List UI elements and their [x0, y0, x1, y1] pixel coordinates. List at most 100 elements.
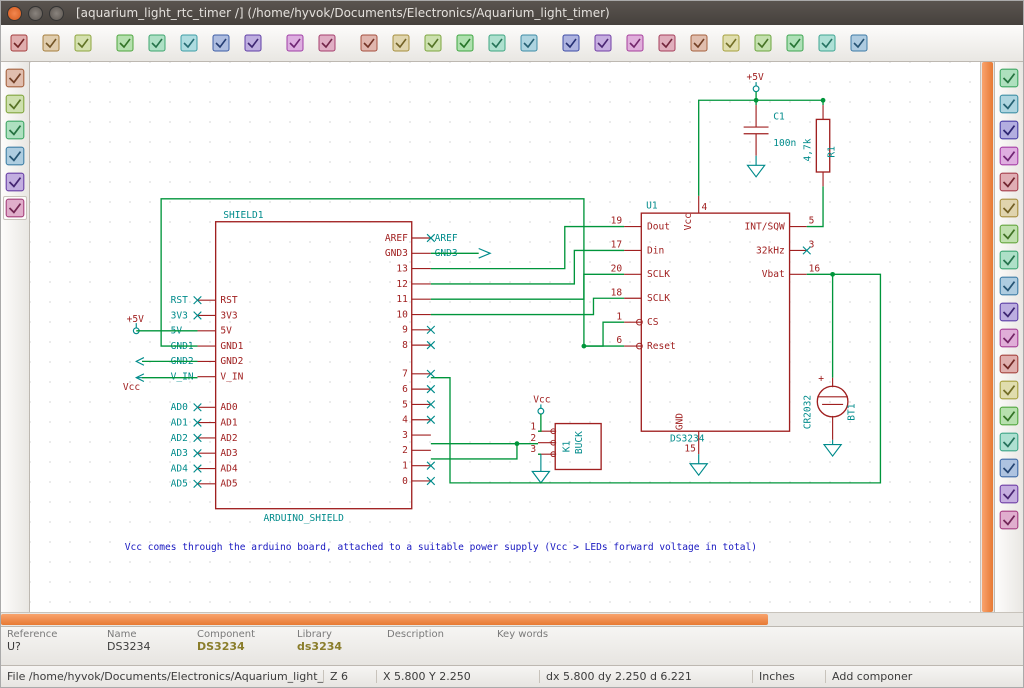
svg-text:1: 1	[530, 421, 536, 432]
svg-text:Vcc: Vcc	[533, 395, 550, 406]
note-text: Vcc comes through the arduino board, att…	[125, 542, 757, 553]
scrollbar-v[interactable]	[980, 62, 994, 612]
wire-entry-button[interactable]	[997, 222, 1021, 246]
junction-button[interactable]	[997, 300, 1021, 324]
shield-type: ARDUINO_SHIELD	[263, 513, 344, 524]
paste-button[interactable]	[239, 29, 267, 57]
svg-text:Vcc: Vcc	[683, 213, 694, 230]
text-button[interactable]	[997, 456, 1021, 480]
svg-text:2: 2	[402, 445, 408, 456]
bus-entry-button[interactable]	[997, 248, 1021, 272]
svg-text:15: 15	[684, 443, 695, 454]
minimize-icon[interactable]	[28, 6, 43, 21]
info-panel: ReferenceU? NameDS3234 ComponentDS3234 L…	[1, 626, 1023, 665]
bus-direction-button[interactable]	[3, 196, 27, 220]
page-settings-button[interactable]	[111, 29, 139, 57]
svg-text:R1: R1	[827, 146, 838, 158]
erc-button[interactable]	[685, 29, 713, 57]
hierarchy-button[interactable]	[557, 29, 585, 57]
svg-text:GND: GND	[674, 413, 685, 430]
cut-button[interactable]	[175, 29, 203, 57]
zoom-fit-button[interactable]	[387, 29, 415, 57]
component-button[interactable]	[997, 118, 1021, 142]
svg-text:Reset: Reset	[647, 341, 676, 352]
netlist-button[interactable]	[717, 29, 745, 57]
svg-text:Dout: Dout	[647, 221, 670, 232]
close-icon[interactable]	[7, 6, 22, 21]
select-button[interactable]	[997, 66, 1021, 90]
image-button[interactable]	[997, 482, 1021, 506]
zoom-in-button[interactable]	[419, 29, 447, 57]
label-button[interactable]	[997, 326, 1021, 350]
svg-text:20: 20	[611, 263, 623, 274]
annotate-button[interactable]	[653, 29, 681, 57]
mm-button[interactable]	[3, 118, 27, 142]
titlebar[interactable]: [aquarium_light_rtc_timer /] (/home/hyvo…	[1, 1, 1023, 25]
svg-text:5: 5	[809, 216, 815, 227]
import-sheet-button[interactable]	[997, 430, 1021, 454]
save-button[interactable]	[69, 29, 97, 57]
svg-text:18: 18	[611, 287, 623, 298]
svg-text:9: 9	[402, 325, 408, 336]
pcb-update-button[interactable]	[813, 29, 841, 57]
grid-button[interactable]	[3, 66, 27, 90]
new-schematic-button[interactable]	[5, 29, 33, 57]
zoom-out-button[interactable]	[451, 29, 479, 57]
power-port-button[interactable]	[997, 144, 1021, 168]
create-bom-button[interactable]	[749, 29, 777, 57]
zoom-region-button[interactable]	[515, 29, 543, 57]
highlight-net-button[interactable]	[997, 92, 1021, 116]
library-browser-button[interactable]	[621, 29, 649, 57]
svg-text:V_IN: V_IN	[220, 372, 243, 383]
no-connect-button[interactable]	[997, 274, 1021, 298]
wire-button[interactable]	[997, 170, 1021, 194]
undo-button[interactable]	[281, 29, 309, 57]
svg-text:AD0: AD0	[220, 402, 237, 413]
delete-button[interactable]	[997, 508, 1021, 532]
footprint-assign-button[interactable]	[781, 29, 809, 57]
svg-text:4: 4	[402, 415, 408, 426]
find-button[interactable]	[355, 29, 383, 57]
left-toolbar	[1, 62, 30, 612]
svg-text:AREF: AREF	[435, 233, 458, 244]
back-import-button[interactable]	[845, 29, 873, 57]
open-button[interactable]	[37, 29, 65, 57]
print-button[interactable]	[143, 29, 171, 57]
svg-text:AD2: AD2	[220, 433, 237, 444]
redo-button[interactable]	[313, 29, 341, 57]
copy-button[interactable]	[207, 29, 235, 57]
right-toolbar	[994, 62, 1023, 612]
library-editor-button[interactable]	[589, 29, 617, 57]
svg-text:AD1: AD1	[220, 417, 237, 428]
app-window: [aquarium_light_rtc_timer /] (/home/hyvo…	[0, 0, 1024, 688]
hier-sheet-button[interactable]	[997, 404, 1021, 428]
status-zoom: Z 6	[324, 670, 377, 683]
r1: R1 4,7k	[803, 105, 838, 186]
svg-text:17: 17	[611, 240, 623, 251]
zoom-redraw-button[interactable]	[483, 29, 511, 57]
scrollbar-h[interactable]	[1, 612, 1023, 626]
svg-text:AD4: AD4	[171, 463, 188, 474]
bus-button[interactable]	[997, 196, 1021, 220]
hier-label-button[interactable]	[997, 378, 1021, 402]
maximize-icon[interactable]	[49, 6, 64, 21]
svg-text:SCLK: SCLK	[647, 269, 670, 280]
status-unit: Inches	[753, 670, 826, 683]
svg-text:AD5: AD5	[220, 479, 237, 490]
svg-text:11: 11	[396, 294, 408, 305]
svg-text:4: 4	[702, 202, 708, 213]
svg-text:3V3: 3V3	[171, 310, 188, 321]
svg-text:100n: 100n	[773, 138, 796, 149]
svg-text:GND3: GND3	[385, 248, 408, 259]
hidden-pins-button[interactable]	[3, 170, 27, 194]
global-label-button[interactable]	[997, 352, 1021, 376]
svg-text:6: 6	[616, 335, 622, 346]
cursor-shape-button[interactable]	[3, 144, 27, 168]
schematic-canvas[interactable]: SHIELD1 ARDUINO_SHIELD RSTRST3V33V35V5VG…	[30, 62, 980, 612]
inches-button[interactable]	[3, 92, 27, 116]
svg-text:+: +	[818, 373, 824, 384]
svg-text:K1: K1	[562, 441, 573, 453]
svg-text:+5V: +5V	[127, 314, 144, 325]
svg-text:CR2032: CR2032	[803, 395, 814, 430]
status-dxy: dx 5.800 dy 2.250 d 6.221	[540, 670, 753, 683]
